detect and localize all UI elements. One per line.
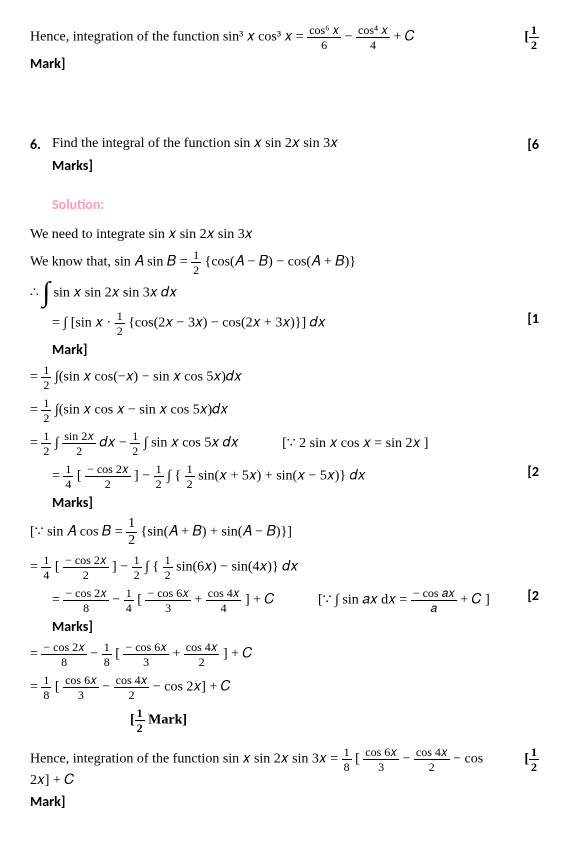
step-10: = 14 [ − cos 2𝑥2 ] − 12 ∫ { 12 sin(6𝑥) −… <box>30 554 539 581</box>
step-4-row: = ∫ [sin 𝑥 · 12 {cos(2𝑥 − 3𝑥) − cos(2𝑥 +… <box>30 310 539 337</box>
mark-2: [2 <box>527 587 539 604</box>
final-result: Hence, integration of the function sin 𝑥… <box>30 746 504 789</box>
step-6: = 12 ∫(sin 𝑥 cos 𝑥 − sin 𝑥 cos 5𝑥)𝑑𝑥 <box>30 397 539 424</box>
q-number: 6. <box>30 136 52 153</box>
step-13: = 18 [ cos 6𝑥3 − cos 4𝑥2 − cos 2𝑥] + 𝐶 <box>30 674 539 701</box>
mark-word: Mark] <box>52 341 539 358</box>
mark-word: Mark] <box>30 793 539 810</box>
final-row: Hence, integration of the function sin 𝑥… <box>30 746 539 789</box>
step-3: ∴ ∫ sin 𝑥 sin 2𝑥 sin 3𝑥 𝑑𝑥 <box>30 282 539 304</box>
frac: cos⁴ 𝑥4 <box>356 24 390 51</box>
marks-word: Marks] <box>52 157 539 174</box>
half-mark-inline: [12 Mark] <box>130 707 539 734</box>
mark-2: [2 <box>527 463 539 480</box>
step-11: = − cos 2𝑥8 − 14 [ − cos 6𝑥3 + cos 4𝑥4 ]… <box>52 587 507 614</box>
solution-label: Solution: <box>52 196 539 213</box>
marks-6: [6 <box>527 136 539 153</box>
identity-note: [∵ 2 sin 𝑥 cos 𝑥 = sin 2𝑥 ] <box>282 435 428 452</box>
step-5: = 12 ∫(sin 𝑥 cos(−𝑥) − sin 𝑥 cos 5𝑥)𝑑𝑥 <box>30 364 539 391</box>
question-6-row: 6.Find the integral of the function sin … <box>30 136 539 153</box>
step-2: We know that, sin 𝐴 sin 𝐵 = 12 {cos(𝐴 − … <box>30 249 539 276</box>
text: Hence, integration of the function sin³ … <box>30 30 307 45</box>
top-result-math: Hence, integration of the function sin³ … <box>30 24 504 51</box>
mark-half: [12 <box>524 24 539 51</box>
identity-note: [∵ ∫ sin 𝑎𝑥 d𝑥 = − cos 𝑎𝑥𝑎 + 𝐶 ] <box>318 587 490 614</box>
integral-icon: ∫ <box>42 282 50 304</box>
mark-1: [1 <box>527 310 539 327</box>
step-8-row: = 14 [ − cos 2𝑥2 ] − 12 ∫ { 12 sin(𝑥 + 5… <box>30 463 539 490</box>
text: − <box>345 30 356 45</box>
question-6: 6.Find the integral of the function sin … <box>30 136 507 153</box>
mark-word: Marks] <box>52 618 539 635</box>
q-text: Find the integral of the function sin 𝑥 … <box>52 136 507 152</box>
step-11-row: = − cos 2𝑥8 − 14 [ − cos 6𝑥3 + cos 4𝑥4 ]… <box>30 587 539 614</box>
mark-word: Marks] <box>52 494 539 511</box>
step-7: = 12 ∫ sin 2𝑥2 𝑑𝑥 − 12 ∫ sin 𝑥 cos 5𝑥 𝑑𝑥… <box>30 430 539 457</box>
step-12: = − cos 2𝑥8 − 18 [ − cos 6𝑥3 + cos 4𝑥2 ]… <box>30 641 539 668</box>
mark-word: Mark] <box>30 55 539 72</box>
mark-half: [12 <box>524 746 539 773</box>
top-result-row: Hence, integration of the function sin³ … <box>30 24 539 51</box>
step-8: = 14 [ − cos 2𝑥2 ] − 12 ∫ { 12 sin(𝑥 + 5… <box>52 463 507 490</box>
step-9: [∵ sin 𝐴 cos 𝐵 = 12 {sin(𝐴 + 𝐵) + sin(𝐴 … <box>30 517 539 548</box>
step-1: We need to integrate sin 𝑥 sin 2𝑥 sin 3𝑥 <box>30 227 539 243</box>
step-4: = ∫ [sin 𝑥 · 12 {cos(2𝑥 − 3𝑥) − cos(2𝑥 +… <box>52 310 507 337</box>
frac: cos⁶ 𝑥6 <box>307 24 341 51</box>
text: + 𝐶 <box>393 30 414 45</box>
